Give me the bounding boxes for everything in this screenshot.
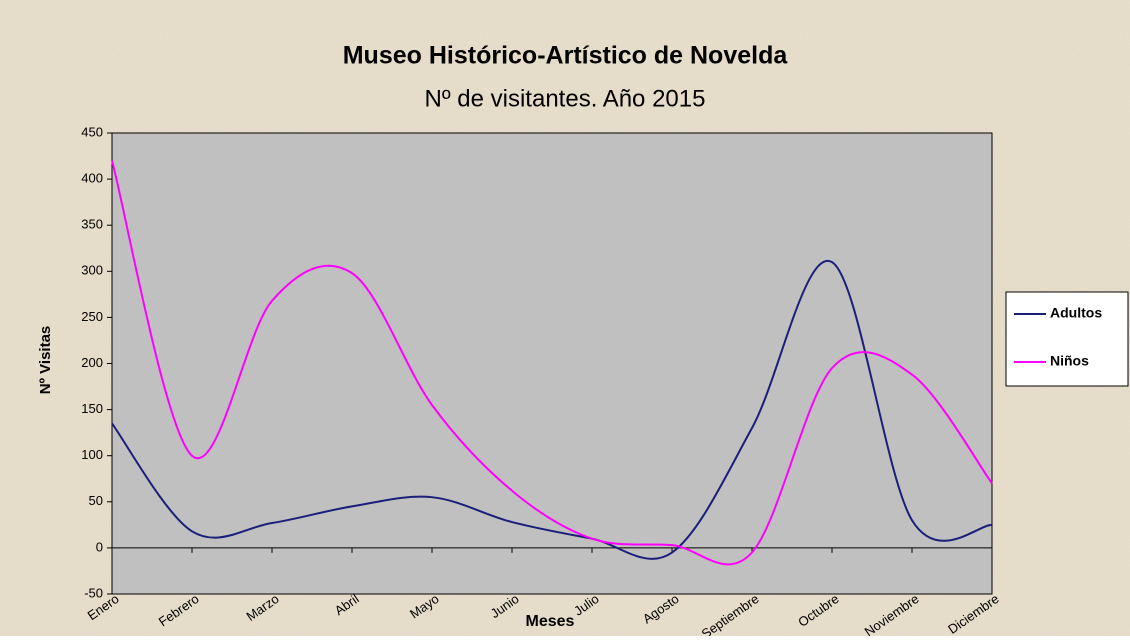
y-tick-label: 300 (81, 263, 103, 278)
y-tick-label: 150 (81, 401, 103, 416)
legend-label: Niños (1050, 353, 1089, 369)
legend (1005, 291, 1129, 387)
line (111, 160, 993, 566)
y-tick-label: 350 (81, 217, 103, 232)
y-tick-label: 200 (81, 355, 103, 370)
y-tick-label: 400 (81, 171, 103, 186)
x-axis-label: Meses (526, 613, 575, 630)
y-tick-label: 100 (81, 447, 103, 462)
chart-title: Museo Histórico-Artístico de Novelda (343, 42, 789, 70)
chart-subtitle: Nº de visitantes. Año 2015 (425, 85, 706, 112)
y-tick-label: -50 (84, 585, 103, 600)
plot-area (111, 132, 993, 595)
y-tick-label: 450 (81, 124, 103, 139)
y-tick-label: 250 (81, 309, 103, 324)
y-tick-label: 0 (96, 539, 103, 554)
y-axis-label: Nº Visitas (37, 326, 54, 395)
legend-label: Adultos (1050, 305, 1102, 321)
y-tick-label: 50 (89, 493, 103, 508)
